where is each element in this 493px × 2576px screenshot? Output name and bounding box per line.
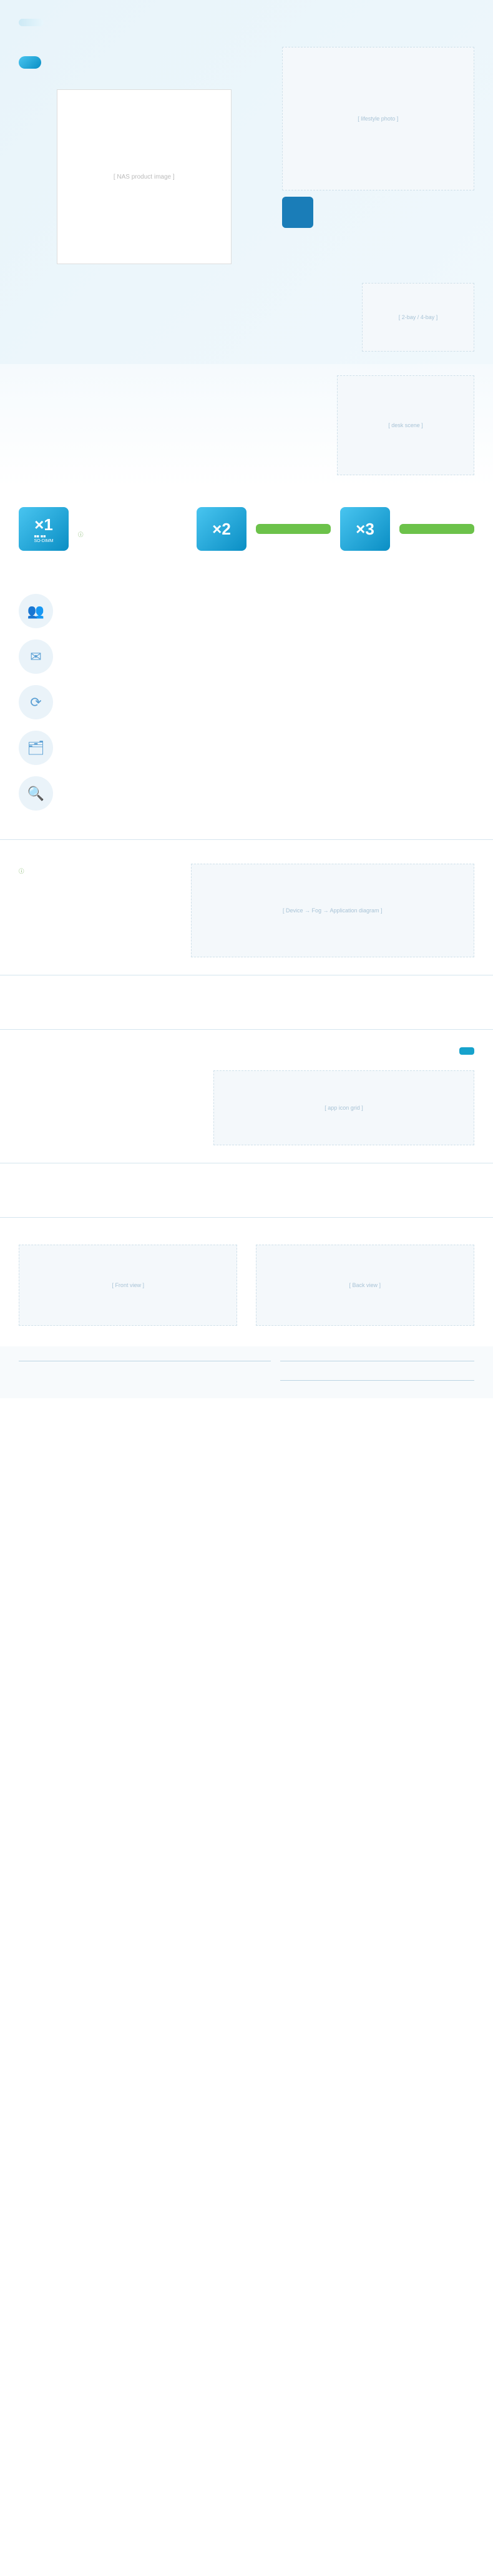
tagline xyxy=(19,19,44,26)
perf-badge-1: ×1 ■■ ■■SO-DIMM xyxy=(19,507,69,551)
hw-spec-title xyxy=(19,1358,271,1361)
back-view-image: [ Back view ] xyxy=(256,1245,474,1326)
quadcore-section: ×1 ■■ ■■SO-DIMM ×2 ×3 xyxy=(0,486,493,571)
features-section: 👥 ✉ ⟳ 🗂 🔍 xyxy=(0,571,493,833)
perf2-box xyxy=(256,524,331,534)
secondary-product-image: [ 2-bay / 4-bay ] xyxy=(362,283,474,352)
intro-image: [ desk scene ] xyxy=(337,375,474,475)
qsirch-icon: 🔍 xyxy=(19,776,53,811)
surveillance-section: [ app icon grid ] xyxy=(0,1036,493,1157)
intro-section: [ desk scene ] xyxy=(0,364,493,486)
specs-section xyxy=(0,1346,493,1398)
hero-section: [ NAS product image ] [ lifestyle photo … xyxy=(0,0,493,364)
front-view-image: [ Front view ] xyxy=(19,1245,237,1326)
mobile-section xyxy=(0,1170,493,1211)
hero-product-image: [ NAS product image ] xyxy=(57,89,232,264)
channel-license-badge xyxy=(459,1047,474,1055)
package-title xyxy=(280,1377,474,1381)
perf-badge-2: ×2 xyxy=(197,507,246,551)
ram-badge xyxy=(19,56,41,69)
backup-section xyxy=(0,982,493,1023)
perf-badge-3: ×3 xyxy=(340,507,390,551)
footnote xyxy=(0,1398,493,1408)
perf3-box xyxy=(399,524,474,534)
appcenter-grid: [ app icon grid ] xyxy=(213,1070,474,1145)
sw-spec-title xyxy=(280,1358,474,1361)
quad-core-badge xyxy=(282,197,313,228)
hero-lifestyle-image: [ lifestyle photo ] xyxy=(282,47,475,190)
ports-diagram-section: [ Front view ] [ Back view ] xyxy=(0,1224,493,1346)
qcontactz-icon: 👥 xyxy=(19,594,53,628)
qfiling-icon: 🗂 xyxy=(19,731,53,765)
iot-section: [ Device → Fog → Application diagram ] xyxy=(0,846,493,969)
qmailagent-icon: ✉ xyxy=(19,639,53,674)
iot-diagram: [ Device → Fog → Application diagram ] xyxy=(191,864,475,957)
qsync-icon: ⟳ xyxy=(19,685,53,719)
